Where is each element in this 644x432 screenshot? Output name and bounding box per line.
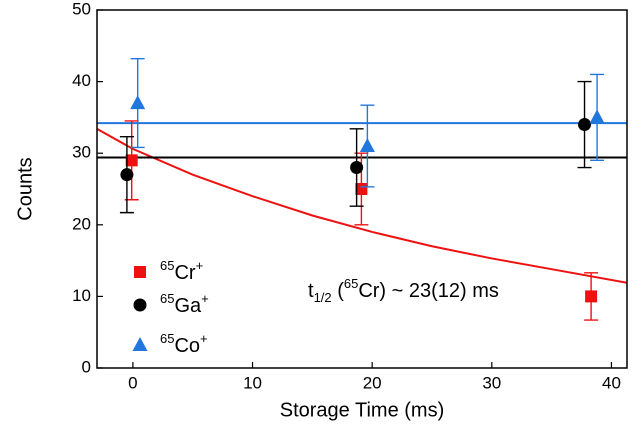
marker <box>132 337 148 351</box>
x-tick-label: 0 <box>128 373 137 392</box>
x-axis-title: Storage Time (ms) <box>280 399 444 421</box>
x-tick-label: 20 <box>363 373 382 392</box>
y-tick-label: 10 <box>72 286 91 305</box>
annotation: t1/2 (65Cr) ~ 23(12) ms <box>308 276 499 305</box>
legend-part: + <box>196 258 204 273</box>
y-tick-label: 20 <box>72 214 91 233</box>
marker <box>120 168 134 182</box>
marker <box>355 183 368 195</box>
x-tick-label: 30 <box>482 373 501 392</box>
marker <box>134 266 146 278</box>
fit-line <box>97 127 627 284</box>
y-tick-label: 40 <box>72 71 91 90</box>
y-axis-title: Counts <box>14 157 36 220</box>
legend-label: 65Cr+ <box>160 258 203 284</box>
y-tick-label: 50 <box>72 0 91 18</box>
marker <box>350 161 364 175</box>
legend-part: Co <box>174 335 200 357</box>
legend-part: + <box>200 331 208 346</box>
y-tick-label: 30 <box>72 143 91 162</box>
legend-part: Ga <box>174 295 202 317</box>
y-tick-label: 0 <box>82 357 91 376</box>
legend-label: 65Ga+ <box>160 291 209 317</box>
annotation-part: Cr) ~ 23(12) ms <box>358 280 499 302</box>
marker <box>130 95 146 110</box>
legend-label: 65Co+ <box>160 331 208 357</box>
legend-part: 65 <box>160 291 174 306</box>
marker <box>589 109 605 124</box>
marker <box>125 154 138 167</box>
annotation-part: ( <box>332 280 345 302</box>
legend-part: 65 <box>160 258 174 273</box>
x-tick-label: 40 <box>602 373 621 392</box>
marker <box>133 298 147 312</box>
marker <box>585 290 598 303</box>
plot-frame <box>96 9 628 369</box>
marker <box>359 138 375 153</box>
annotation-part: 1/2 <box>314 290 332 305</box>
legend-part: Cr <box>174 262 195 284</box>
annotation-part: t <box>308 280 314 302</box>
annotation-part: 65 <box>344 276 358 291</box>
legend-part: + <box>201 291 209 306</box>
marker <box>578 118 592 132</box>
x-tick-label: 10 <box>243 373 262 392</box>
legend-part: 65 <box>160 331 174 346</box>
